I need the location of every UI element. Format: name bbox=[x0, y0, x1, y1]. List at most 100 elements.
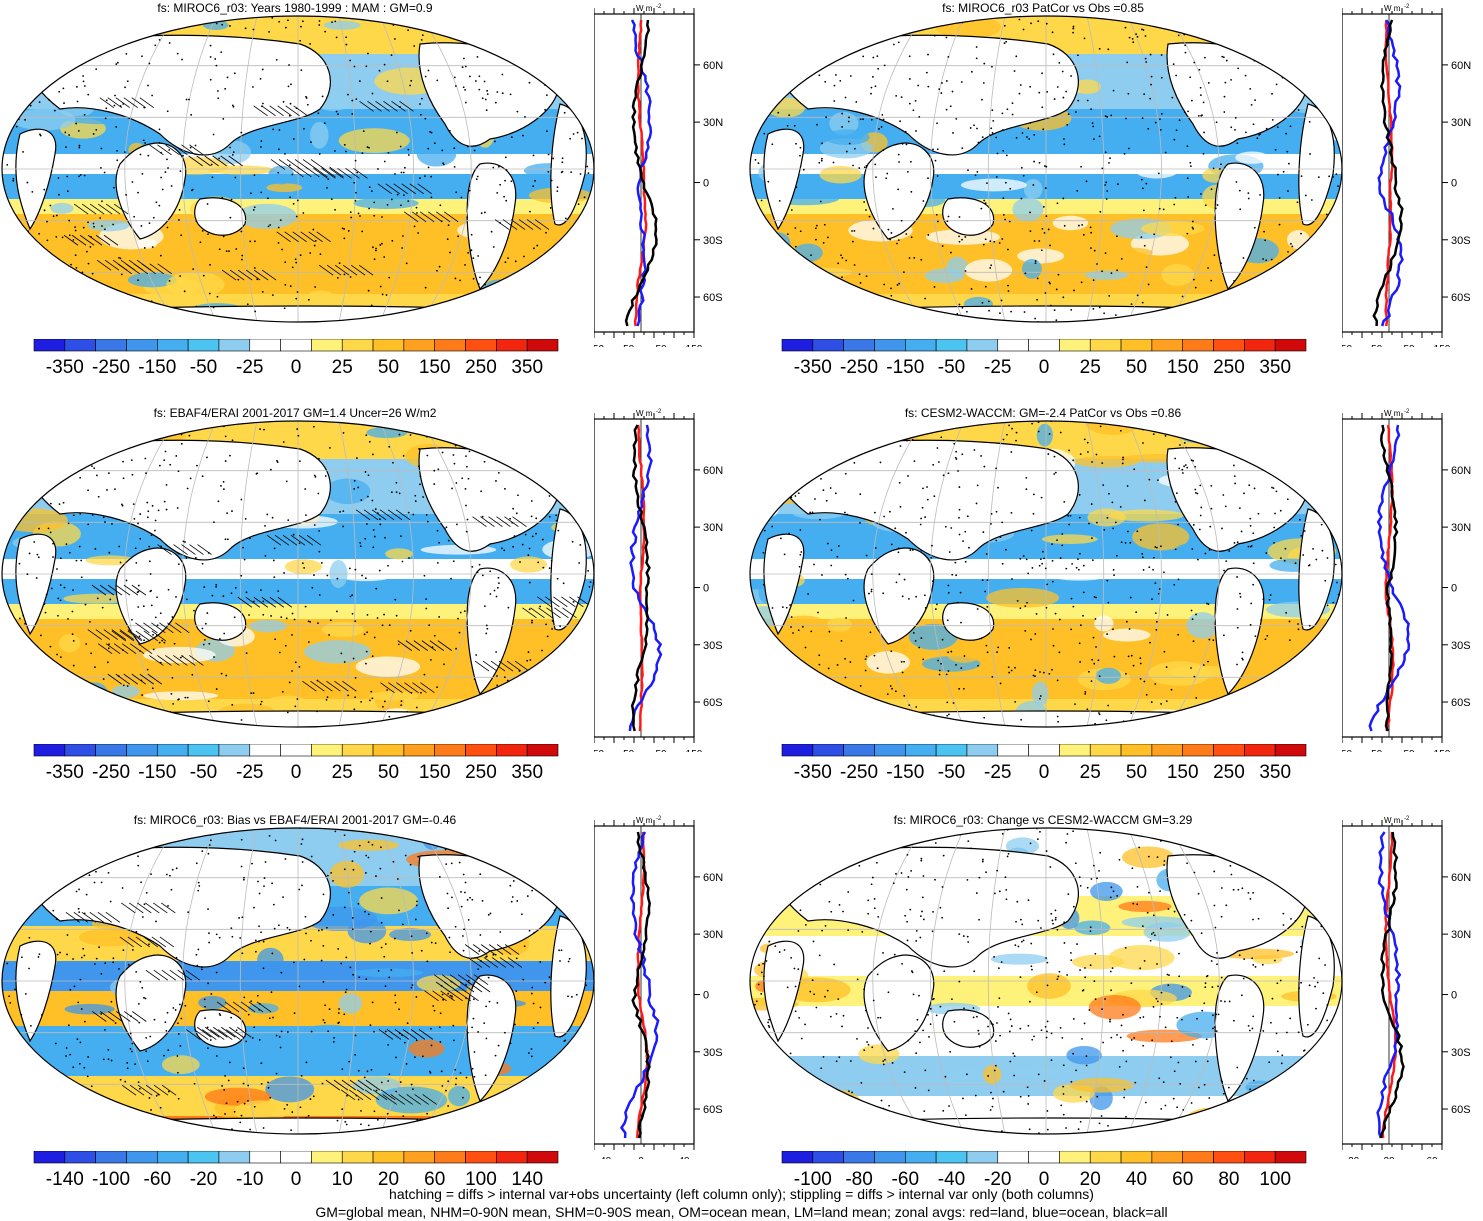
colorbar-label: 350 bbox=[511, 357, 543, 378]
colorbar-label: -350 bbox=[46, 357, 84, 378]
robinson-map bbox=[749, 15, 1343, 323]
colorbar-label: 60 bbox=[1172, 1169, 1193, 1190]
zonal-units-label: W m bbox=[636, 4, 653, 13]
colorbar-label: 140 bbox=[511, 1169, 543, 1190]
colorbar-label: 50 bbox=[1126, 357, 1147, 378]
colorbar-label: 0 bbox=[1039, 357, 1050, 378]
zonal-units-label: W m bbox=[1384, 4, 1401, 13]
colorbar: -140 -100 -60 -20 -10 0 10 20 60 100 140 bbox=[33, 1151, 559, 1190]
panel-6: fs: MIROC6_r03: Change vs CESM2-WACCM GM… bbox=[748, 812, 1483, 1212]
zonal-xtick-label: -50 bbox=[620, 344, 635, 347]
zonal-lat-label: 0 bbox=[703, 990, 709, 1002]
colorbar-label: -80 bbox=[845, 1169, 872, 1190]
colorbar-label: 60 bbox=[424, 1169, 445, 1190]
colorbar-label: -25 bbox=[984, 762, 1011, 783]
panel-title: fs: MIROC6_r03: Years 1980-1999 : MAM : … bbox=[157, 1, 433, 15]
panel-3: fs: EBAF4/ERAI 2001-2017 GM=1.4 Uncer=26… bbox=[0, 405, 740, 805]
colorbar-label: 50 bbox=[378, 762, 399, 783]
zonal-xtick-label: 50 bbox=[1403, 344, 1415, 347]
colorbar-label: 350 bbox=[1259, 357, 1291, 378]
zonal-lat-label: 30N bbox=[1451, 522, 1471, 534]
zonal-xtick-label: 150 bbox=[1434, 344, 1451, 347]
panel-1: fs: MIROC6_r03: Years 1980-1999 : MAM : … bbox=[0, 0, 740, 400]
zonal-units-label: W m bbox=[1384, 409, 1401, 418]
zonal-xtick-label: 50 bbox=[655, 749, 667, 752]
colorbar-label: 20 bbox=[378, 1169, 399, 1190]
colorbar-label: 100 bbox=[465, 1169, 497, 1190]
zonal-xtick-label: 40 bbox=[678, 1156, 690, 1159]
colorbar-label: 350 bbox=[1259, 762, 1291, 783]
zonal-lat-label: 30S bbox=[703, 1047, 723, 1059]
zonal-lat-label: 30S bbox=[703, 235, 723, 247]
colorbar-label: 0 bbox=[1039, 762, 1050, 783]
colorbar-label: -350 bbox=[46, 762, 84, 783]
zonal-lat-label: 60S bbox=[1451, 697, 1471, 709]
zonal-lat-label: 0 bbox=[703, 178, 709, 190]
zonal-xtick-label: 150 bbox=[686, 344, 703, 347]
colorbar-label: -20 bbox=[190, 1169, 217, 1190]
zonal-average-plot: 60N 30N 0 30S 60S W m-2 -150 -50 50 150 bbox=[594, 409, 723, 752]
colorbar-label: -100 bbox=[92, 1169, 130, 1190]
colorbar-label: -60 bbox=[892, 1169, 919, 1190]
footer-legend-line-1: hatching = diffs > internal var+obs unce… bbox=[389, 1186, 1094, 1202]
zonal-lat-label: 0 bbox=[1451, 583, 1457, 595]
panel-title: fs: CESM2-WACCM: GM=-2.4 PatCor vs Obs =… bbox=[904, 406, 1182, 420]
zonal-units-label: W m bbox=[636, 816, 653, 825]
colorbar-label: -40 bbox=[938, 1169, 965, 1190]
zonal-lat-label: 30S bbox=[1451, 235, 1471, 247]
robinson-map bbox=[1, 827, 595, 1135]
zonal-lat-label: 60N bbox=[1451, 872, 1471, 884]
zonal-average-plot: 60N 30N 0 30S 60S W m-2 -150 -50 50 150 bbox=[594, 4, 723, 347]
zonal-xtick-label: 50 bbox=[655, 344, 667, 347]
colorbar-label: -140 bbox=[46, 1169, 84, 1190]
colorbar-label: 20 bbox=[1080, 1169, 1101, 1190]
zonal-xtick-label: 20 bbox=[1383, 1156, 1395, 1159]
zonal-lat-label: 0 bbox=[703, 583, 709, 595]
colorbar-label: 0 bbox=[291, 1169, 302, 1190]
colorbar-label: 50 bbox=[1126, 762, 1147, 783]
zonal-lat-label: 30N bbox=[1451, 929, 1471, 941]
zonal-xtick-label: 0 bbox=[638, 1156, 644, 1159]
panel-4: fs: CESM2-WACCM: GM=-2.4 PatCor vs Obs =… bbox=[748, 405, 1483, 805]
zonal-lat-label: 30N bbox=[1451, 117, 1471, 129]
zonal-lat-label: 30N bbox=[703, 929, 723, 941]
zonal-xtick-label: -150 bbox=[594, 344, 604, 347]
colorbar-label: 350 bbox=[511, 762, 543, 783]
zonal-lat-label: 0 bbox=[1451, 178, 1457, 190]
colorbar-label: -10 bbox=[236, 1169, 263, 1190]
zonal-xtick-label: -150 bbox=[1342, 749, 1352, 752]
colorbar-label: -150 bbox=[886, 357, 924, 378]
colorbar-label: 100 bbox=[1259, 1169, 1291, 1190]
colorbar-label: 40 bbox=[1126, 1169, 1147, 1190]
colorbar-label: 150 bbox=[419, 357, 451, 378]
panel-title: fs: EBAF4/ERAI 2001-2017 GM=1.4 Uncer=26… bbox=[153, 406, 437, 420]
colorbar-label: 0 bbox=[291, 762, 302, 783]
zonal-xtick-label: 150 bbox=[686, 749, 703, 752]
panel-title: fs: MIROC6_r03 PatCor vs Obs =0.85 bbox=[942, 1, 1144, 15]
colorbar-label: -250 bbox=[92, 357, 130, 378]
colorbar-label: -50 bbox=[938, 762, 965, 783]
zonal-average-plot: 60N 30N 0 30S 60S W m-2 -40 0 40 bbox=[594, 816, 723, 1159]
colorbar: -350 -250 -150 -50 -25 0 25 50 150 250 350 bbox=[33, 744, 559, 783]
zonal-average-plot: 60N 30N 0 30S 60S W m-2 -150 -50 50 150 bbox=[1342, 4, 1471, 347]
zonal-lat-label: 60N bbox=[1451, 465, 1471, 477]
colorbar-label: -60 bbox=[144, 1169, 171, 1190]
colorbar: -350 -250 -150 -50 -25 0 25 50 150 250 350 bbox=[781, 339, 1307, 378]
stippling bbox=[2, 828, 594, 1134]
zonal-lat-label: 60S bbox=[703, 292, 723, 304]
zonal-lat-label: 30N bbox=[703, 117, 723, 129]
colorbar-label: -50 bbox=[938, 357, 965, 378]
zonal-units-label: W m bbox=[636, 409, 653, 418]
colorbar-label: -150 bbox=[138, 762, 176, 783]
zonal-xtick-label: 60 bbox=[1426, 1156, 1438, 1159]
zonal-lat-label: 30S bbox=[1451, 640, 1471, 652]
colorbar-label: 25 bbox=[332, 357, 353, 378]
zonal-average-plot: 60N 30N 0 30S 60S W m-2 -150 -50 50 150 bbox=[1342, 409, 1471, 752]
colorbar-label: 250 bbox=[1213, 762, 1245, 783]
robinson-map bbox=[1, 15, 595, 323]
zonal-lat-label: 0 bbox=[1451, 990, 1457, 1002]
zonal-xtick-label: 150 bbox=[1434, 749, 1451, 752]
colorbar-label: 150 bbox=[1167, 762, 1199, 783]
colorbar-label: 80 bbox=[1218, 1169, 1239, 1190]
colorbar-label: 250 bbox=[1213, 357, 1245, 378]
